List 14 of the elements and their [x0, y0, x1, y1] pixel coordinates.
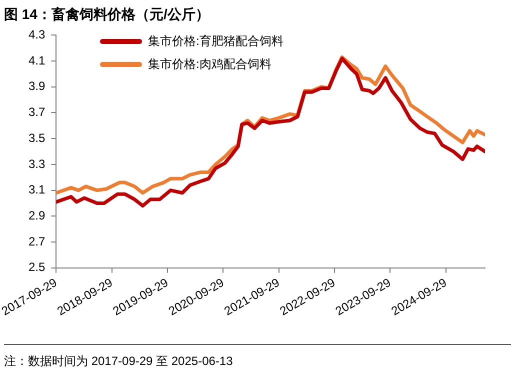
y-tick-label: 4.3 [28, 28, 46, 42]
y-tick-label: 3.3 [28, 156, 46, 171]
y-tick-label: 3.9 [28, 79, 46, 94]
y-tick-label: 2.9 [28, 208, 46, 222]
y-tick-label: 3.5 [28, 130, 46, 145]
y-tick-label: 2.7 [28, 234, 46, 248]
text: 注：数据时间为 2017-09-29 至 2025-06-13 [4, 353, 234, 370]
y-tick-label: 3.7 [28, 105, 46, 120]
y-tick-label: 4.1 [28, 53, 46, 68]
chart-title: 图 14：畜禽饲料价格（元/公斤） [3, 5, 210, 22]
y-tick-label: 2.5 [28, 260, 46, 274]
legend-label: 集市价格:肉鸡配合饲料 [148, 56, 272, 73]
y-tick-label: 3.1 [28, 182, 46, 197]
legend-label: 集市价格:育肥猪配合饲料 [148, 33, 284, 50]
